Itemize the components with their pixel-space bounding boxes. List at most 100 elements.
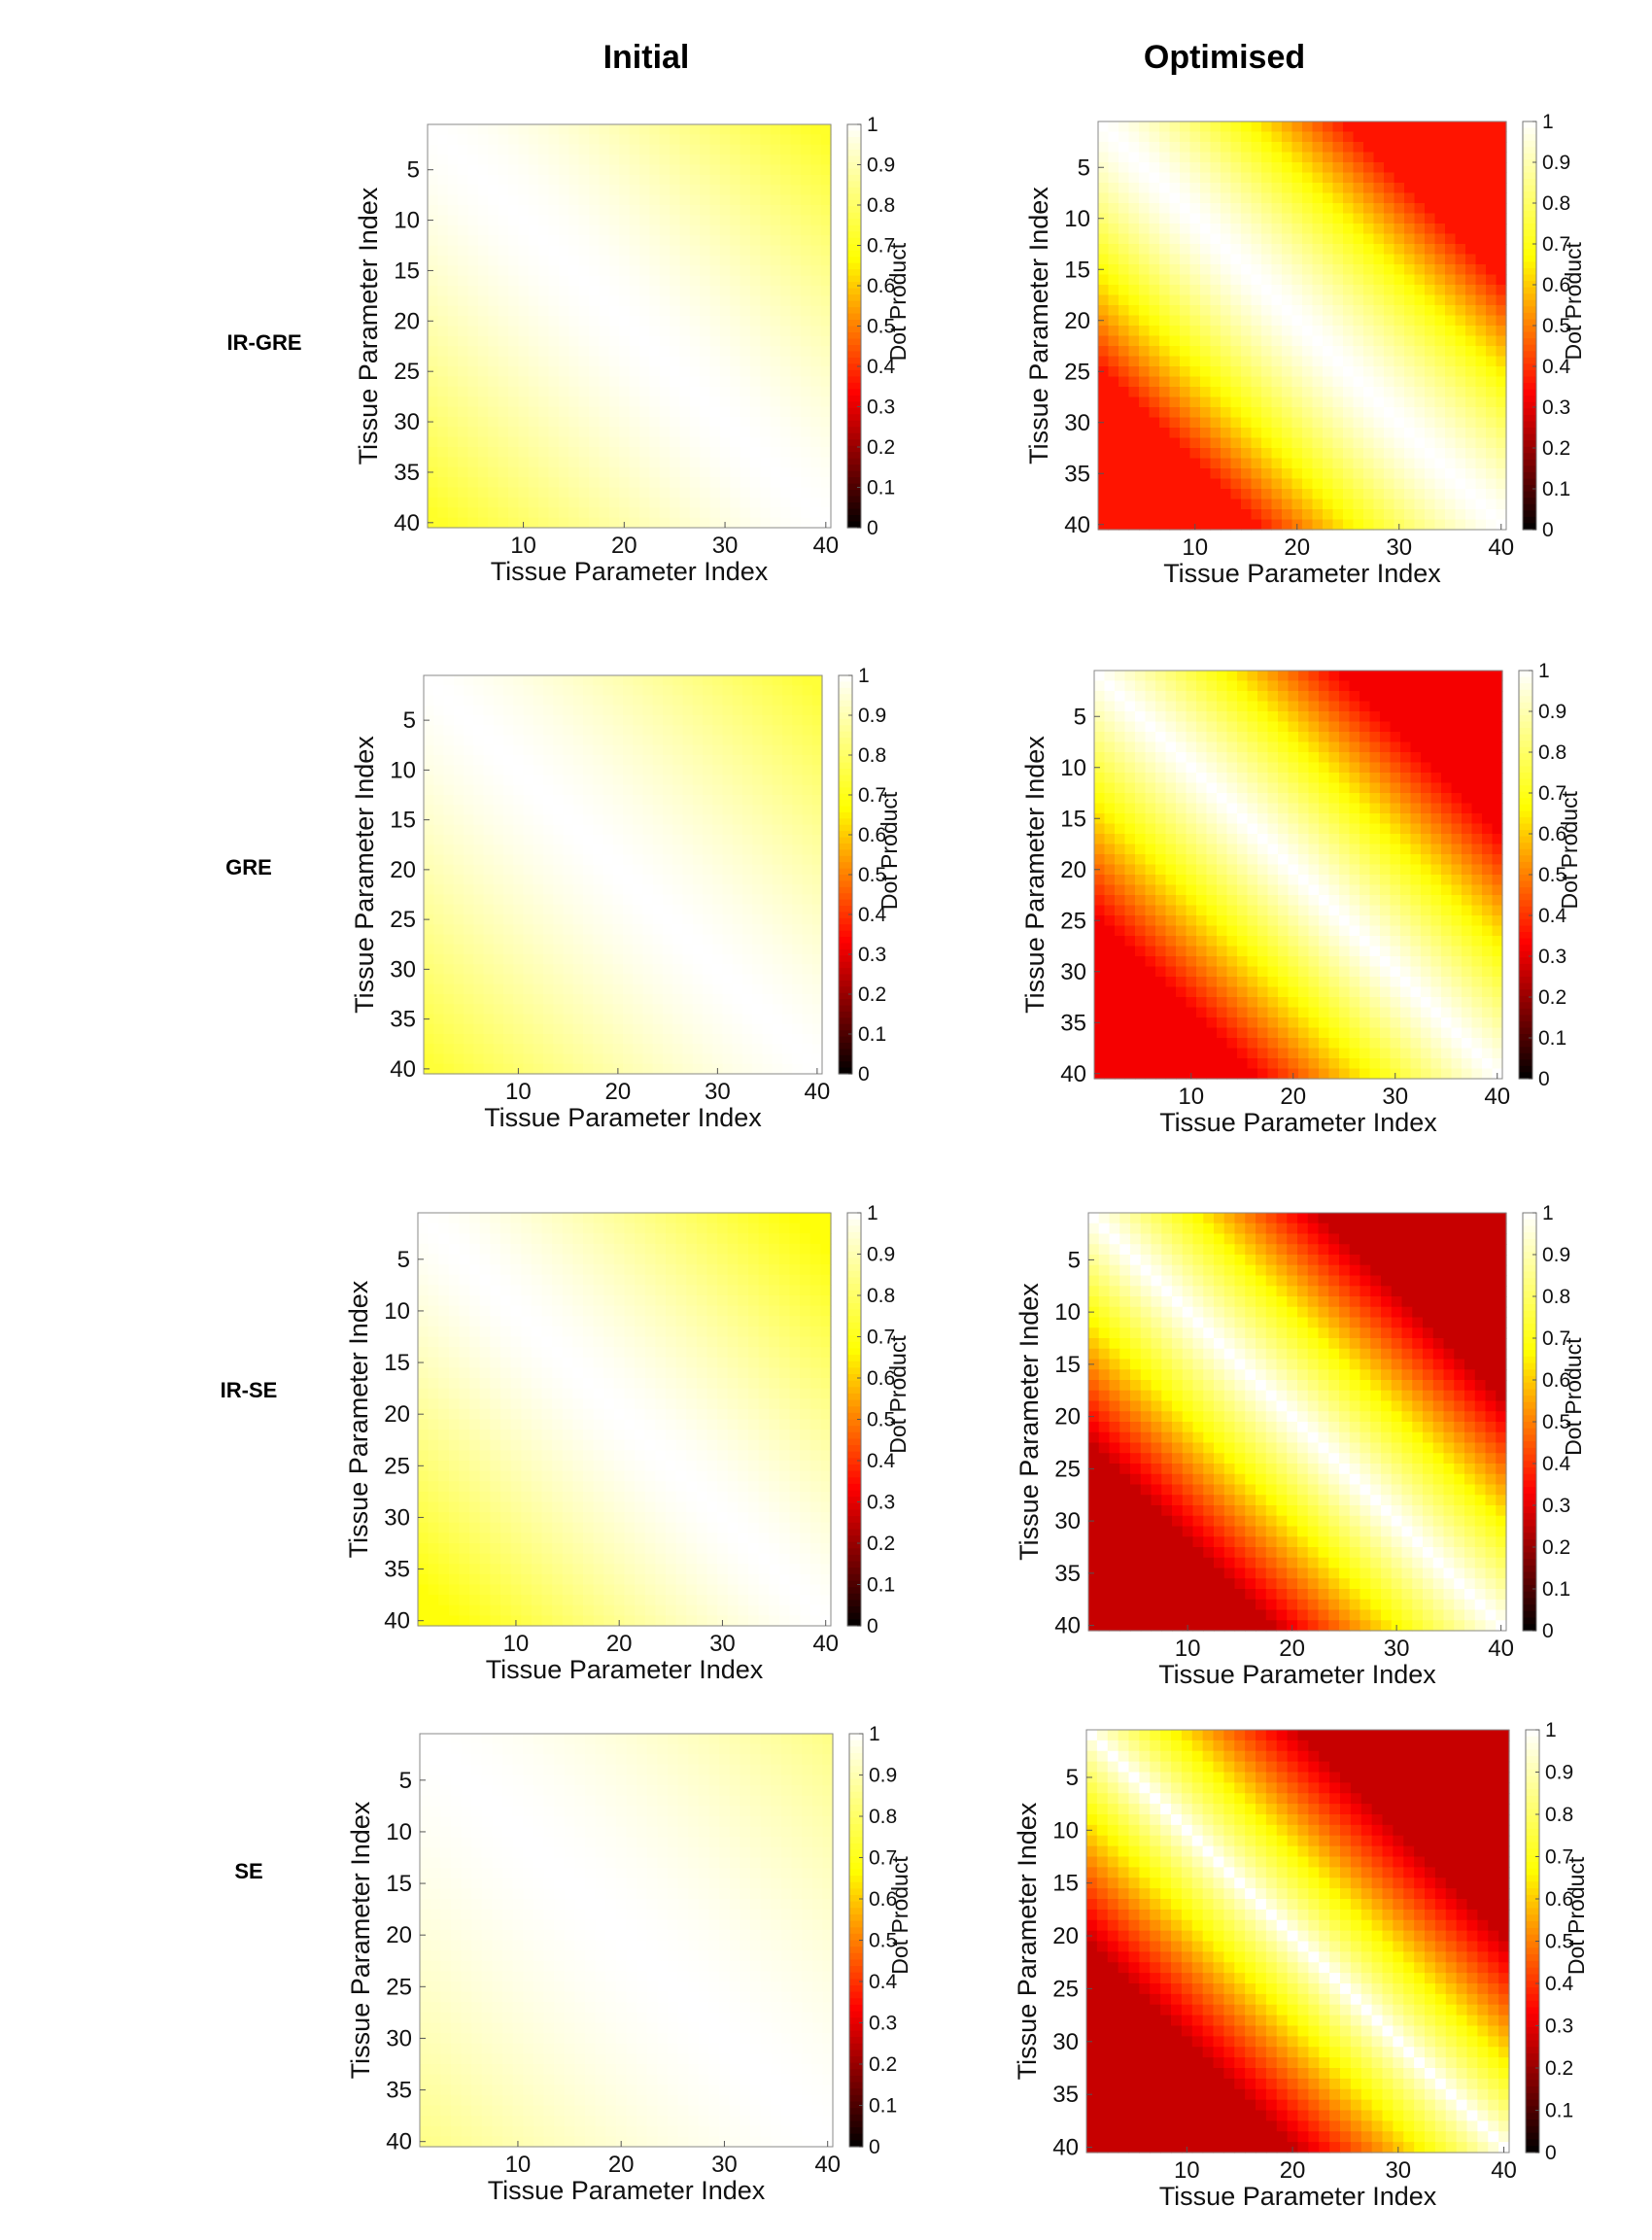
heatmap-cell [573, 1004, 584, 1015]
heatmap-cell [1129, 244, 1140, 255]
heatmap-cell [573, 745, 584, 756]
heatmap-cell [1302, 336, 1313, 347]
heatmap-cell [468, 316, 479, 327]
heatmap-cell [750, 306, 761, 317]
heatmap-cell [1139, 285, 1150, 295]
heatmap-cell [1476, 366, 1487, 377]
heatmap-cell [1170, 153, 1181, 163]
colorbar-segment [847, 459, 861, 465]
heatmap-cell [1425, 520, 1435, 531]
heatmap-cell [1261, 244, 1272, 255]
heatmap-cell [1231, 346, 1242, 357]
heatmap-cell [1272, 203, 1283, 214]
heatmap-cell [683, 1044, 694, 1054]
heatmap-cell [740, 447, 751, 458]
heatmap-cell [1241, 407, 1252, 418]
heatmap-cell [700, 427, 710, 437]
heatmap-cell [812, 1034, 823, 1045]
heatmap-cell [643, 805, 654, 815]
heatmap-cell [494, 994, 504, 1005]
heatmap-cell [763, 924, 774, 935]
heatmap-cell [670, 407, 680, 418]
heatmap-cell [464, 825, 474, 836]
heatmap-cell [1119, 234, 1129, 245]
heatmap-cell [810, 427, 821, 437]
heatmap-cell [494, 795, 504, 806]
heatmap-cell [619, 366, 630, 377]
heatmap-cell [663, 825, 673, 836]
heatmap-cell [623, 685, 634, 696]
heatmap-cell [448, 427, 459, 437]
heatmap-cell [623, 914, 634, 925]
heatmap-cell [1313, 142, 1324, 153]
heatmap-cell [503, 685, 514, 696]
heatmap-cell [473, 945, 484, 955]
heatmap-cell [478, 134, 489, 145]
heatmap-cell [503, 775, 514, 786]
heatmap-cell [464, 1024, 474, 1035]
heatmap-cell [599, 407, 609, 418]
heatmap-cell [1241, 418, 1252, 429]
heatmap-cell [643, 795, 654, 806]
heatmap-cell [792, 964, 803, 975]
heatmap-cell [1231, 428, 1242, 438]
heatmap-cell [1445, 387, 1456, 397]
heatmap-cell [683, 935, 694, 946]
heatmap-cell [1129, 285, 1140, 295]
heatmap-cell [1384, 244, 1394, 255]
heatmap-cell [782, 835, 793, 845]
heatmap-cell [508, 447, 519, 458]
heatmap-cell [1272, 357, 1283, 367]
heatmap-cell [488, 518, 499, 529]
heatmap-cell [524, 1015, 534, 1025]
heatmap-cell [437, 327, 448, 337]
heatmap-cell [1119, 366, 1129, 377]
heatmap-cell [573, 844, 584, 855]
heatmap-cell [703, 685, 713, 696]
heatmap-cell [1282, 234, 1292, 245]
heatmap-cell [683, 835, 694, 845]
heatmap-cell [488, 366, 499, 377]
heatmap-cell [693, 844, 704, 855]
heatmap-cell [473, 1015, 484, 1025]
heatmap-cell [1211, 255, 1222, 265]
heatmap-cell [499, 387, 509, 397]
heatmap-cell [742, 835, 753, 845]
heatmap-cell [670, 457, 680, 467]
y-tick-label: 5 [407, 157, 420, 184]
heatmap-cell [1363, 387, 1374, 397]
heatmap-cell [792, 715, 803, 726]
heatmap-cell [589, 447, 600, 458]
heatmap-cell [533, 725, 544, 736]
heatmap-cell [437, 145, 448, 155]
heatmap-cell [559, 295, 569, 306]
heatmap-cell [723, 675, 734, 686]
heatmap-cell [1497, 234, 1507, 245]
heatmap-cell [782, 964, 793, 975]
heatmap-cell [643, 1004, 654, 1015]
heatmap-cell [780, 396, 791, 407]
heatmap-cell [464, 795, 474, 806]
heatmap-cell [559, 366, 569, 377]
heatmap-cell [444, 736, 455, 746]
heatmap-cell [619, 437, 630, 448]
heatmap-cell [564, 924, 574, 935]
heatmap-cell [533, 1044, 544, 1054]
heatmap-cell [524, 964, 534, 975]
heatmap-cell [1313, 366, 1324, 377]
heatmap-cell [613, 785, 624, 796]
heatmap-cell [553, 945, 564, 955]
heatmap-cell [1476, 234, 1487, 245]
heatmap-cell [1374, 346, 1385, 357]
heatmap-cell [1241, 214, 1252, 224]
heatmap-cell [763, 895, 774, 906]
heatmap-cell [454, 706, 465, 716]
heatmap-cell [670, 286, 680, 296]
heatmap-cell [433, 825, 444, 836]
heatmap-cell [1394, 500, 1405, 510]
heatmap-cell [579, 215, 590, 225]
heatmap-cell [782, 924, 793, 935]
heatmap-cell [549, 286, 560, 296]
heatmap-cell [720, 306, 731, 317]
heatmap-cell [609, 265, 620, 276]
